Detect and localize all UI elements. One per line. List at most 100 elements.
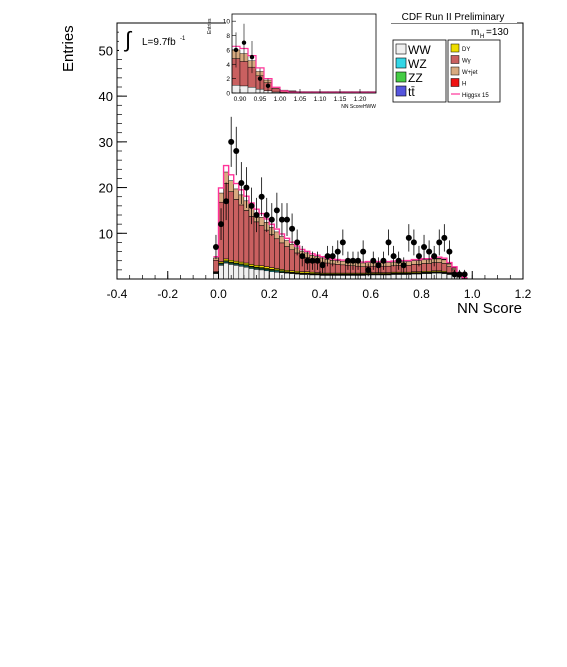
bar-ww-35 [390, 274, 397, 280]
bar-dy-6 [243, 262, 250, 266]
bar-ww-21 [319, 275, 326, 280]
luminosity-exponent: -1 [180, 36, 186, 42]
bar-w-34 [385, 265, 392, 273]
bar-ww-41 [421, 273, 427, 280]
data-point-29 [360, 248, 367, 255]
bar-w-16 [294, 252, 300, 272]
inset-bar-0-1 [239, 85, 249, 94]
bar-w-jet-34 [385, 262, 392, 267]
data-point-6 [243, 184, 250, 191]
data-point-3 [228, 138, 235, 145]
integral-symbol: ∫ [123, 27, 133, 52]
data-point-37 [400, 262, 407, 269]
data-point-1 [218, 221, 225, 228]
data-point-30 [365, 266, 372, 273]
chart-title: CDF Run II Preliminary [402, 12, 505, 23]
legend-swatch-ww [395, 43, 407, 55]
bar-w-jet-29 [360, 262, 366, 267]
legend-label-ww: WW [408, 43, 431, 57]
bar-w-35 [390, 265, 397, 273]
inset-bar-0-0 [231, 85, 241, 94]
bar-w-13 [279, 242, 285, 270]
inset-data-point-2 [249, 54, 255, 60]
bar-w-25 [340, 264, 346, 274]
bar-w-jet-2 [223, 171, 229, 184]
bar-w-6 [243, 210, 250, 264]
data-point-49 [461, 271, 468, 278]
x-tick-label-5: 0.6 [362, 287, 379, 301]
bar-ww-0 [213, 273, 219, 280]
inset-bar-0-2 [247, 86, 257, 94]
data-point-16 [294, 239, 301, 246]
bar-ww-37 [400, 274, 407, 280]
mass-label-value: =130 [486, 27, 509, 38]
bar-w-12 [274, 238, 280, 269]
inset-bar-1-5 [271, 88, 281, 93]
legend-swatch-zz [395, 71, 407, 83]
inset-y-tick-label-0: 0 [226, 91, 230, 98]
bar-ww-2 [223, 262, 229, 280]
bar-w-jet-44 [436, 258, 443, 263]
data-point-27 [349, 257, 356, 264]
bar-w-38 [406, 265, 412, 273]
bar-ww-1 [218, 265, 224, 280]
bar-w-24 [334, 264, 341, 274]
bar-w-14 [284, 246, 290, 271]
data-point-24 [334, 248, 341, 255]
bar-ww-22 [324, 275, 331, 280]
data-point-12 [273, 207, 280, 214]
bar-w-15 [289, 249, 295, 272]
inset-x-tick-label-6: 1.20 [354, 96, 367, 103]
x-axis-label: NN Score [457, 300, 522, 317]
bar-w-9 [258, 225, 265, 266]
y-axis-label: Entries [60, 25, 77, 72]
data-point-15 [289, 225, 296, 232]
data-point-44 [436, 239, 443, 246]
inset-data-point-4 [265, 83, 271, 89]
mass-label: m H =130 [471, 27, 509, 40]
mass-label-h: H [480, 34, 484, 40]
legend-swatch-w-jet [450, 66, 460, 76]
y-tick-label-2: 30 [99, 135, 113, 150]
bar-ww-27 [350, 275, 356, 280]
bar-w-jet-9 [258, 217, 265, 226]
bar-ww-11 [269, 271, 275, 280]
bar-ww-12 [274, 271, 280, 280]
inset-x-tick-label-0: 0.90 [234, 96, 247, 103]
bar-dy-7 [248, 264, 255, 267]
bar-ww-45 [441, 273, 448, 280]
y-tick-label-1: 20 [99, 181, 113, 196]
bar-w-42 [426, 263, 432, 272]
bar-w-jet-12 [274, 231, 280, 240]
inset-data-layer [233, 23, 271, 93]
data-point-18 [304, 257, 311, 264]
signal-layer [213, 164, 468, 279]
bar-ww-15 [289, 273, 295, 280]
inset-x-axis-ticks: 0.90 0.95 1.00 1.05 1.10 1.15 1.20 [234, 89, 367, 103]
bar-w-jet-4 [233, 188, 240, 200]
bar-ww-36 [395, 274, 402, 280]
x-tick-label-6: 0.8 [413, 287, 430, 301]
bar-ww-10 [263, 270, 270, 280]
x-axis-ticks: -0.4 -0.2 0.0 0.2 0.4 0.6 0.8 1.0 1.2 [107, 271, 532, 301]
y-axis-ticks: 10 20 30 40 50 [99, 22, 127, 280]
bar-w-jet-1 [218, 192, 224, 203]
bar-dy-9 [258, 265, 265, 268]
data-point-43 [431, 253, 438, 260]
bar-w-45 [441, 263, 448, 272]
data-point-33 [380, 257, 387, 264]
data-point-42 [426, 248, 433, 255]
inset-x-axis-label: NN ScoreHWW [341, 104, 376, 110]
data-point-10 [263, 212, 270, 218]
bar-w-jet-46 [446, 263, 453, 267]
bar-ww-9 [258, 269, 265, 280]
bar-w-4 [233, 199, 240, 262]
data-point-11 [268, 216, 275, 223]
inset-plot: 0.90 0.95 1.00 1.05 1.10 1.15 1.20 0 2 4 6 8 10 NN … [207, 11, 391, 110]
data-point-9 [258, 193, 265, 200]
inset-y-axis-ticks: 0 2 4 6 8 10 [223, 19, 236, 98]
inset-y-tick-label-1: 2 [226, 76, 230, 83]
signal-line [213, 164, 468, 279]
